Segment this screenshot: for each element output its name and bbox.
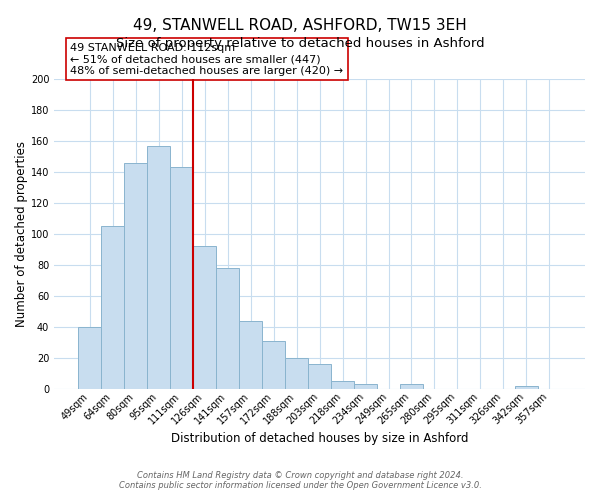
Bar [193,246,216,389]
Bar [124,162,147,389]
Bar [262,340,285,389]
Bar [400,384,423,389]
Text: Size of property relative to detached houses in Ashford: Size of property relative to detached ho… [116,38,484,51]
Text: 49, STANWELL ROAD, ASHFORD, TW15 3EH: 49, STANWELL ROAD, ASHFORD, TW15 3EH [133,18,467,32]
Bar [354,384,377,389]
X-axis label: Distribution of detached houses by size in Ashford: Distribution of detached houses by size … [171,432,469,445]
Bar [170,168,193,389]
Bar [78,327,101,389]
Bar [285,358,308,389]
Bar [101,226,124,389]
Bar [216,268,239,389]
Bar [308,364,331,389]
Bar [515,386,538,389]
Text: Contains HM Land Registry data © Crown copyright and database right 2024.
Contai: Contains HM Land Registry data © Crown c… [119,470,481,490]
Text: 49 STANWELL ROAD: 112sqm
← 51% of detached houses are smaller (447)
48% of semi-: 49 STANWELL ROAD: 112sqm ← 51% of detach… [70,42,343,76]
Bar [331,381,354,389]
Y-axis label: Number of detached properties: Number of detached properties [15,141,28,327]
Bar [239,320,262,389]
Bar [147,146,170,389]
